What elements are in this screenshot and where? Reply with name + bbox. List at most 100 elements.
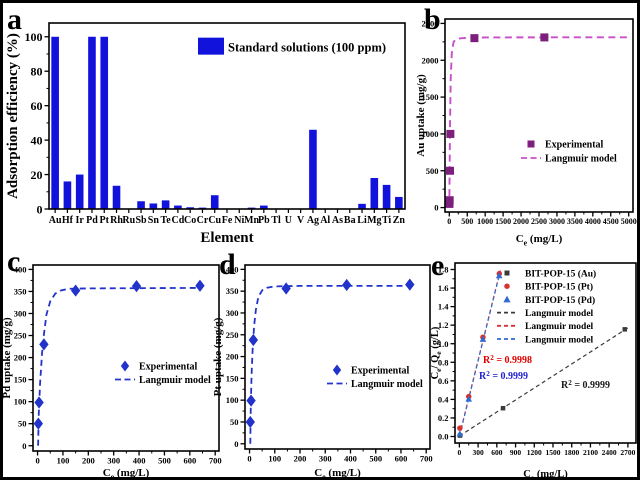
- svg-text:1500: 1500: [495, 217, 511, 226]
- chart-c: 0 50 100 150 200 250 300 350 400 0 100 200 300 400 500…: [3, 264, 222, 480]
- svg-text:300: 300: [14, 309, 27, 319]
- panel-label-b: b: [424, 3, 441, 36]
- svg-text:2700: 2700: [620, 448, 635, 457]
- svg-text:200: 200: [82, 456, 95, 466]
- svg-text:5000: 5000: [621, 217, 637, 226]
- svg-text:Ce/ Qe (g/L): Ce/ Qe (g/L): [430, 326, 443, 379]
- svg-text:150: 150: [14, 375, 27, 385]
- svg-text:U: U: [285, 215, 292, 226]
- svg-text:Element: Element: [200, 230, 253, 246]
- svg-text:Langmuir model: Langmuir model: [525, 322, 594, 332]
- svg-text:0.6: 0.6: [438, 376, 449, 386]
- svg-text:400: 400: [226, 264, 239, 274]
- svg-text:150: 150: [226, 373, 239, 383]
- svg-text:Pt: Pt: [100, 215, 110, 226]
- svg-text:Langmuir model: Langmuir model: [139, 375, 211, 386]
- svg-text:Ru: Ru: [122, 215, 135, 226]
- svg-text:200: 200: [14, 353, 27, 363]
- svg-text:0: 0: [457, 448, 461, 457]
- svg-text:50: 50: [18, 419, 27, 429]
- svg-text:0.4: 0.4: [438, 394, 449, 404]
- svg-text:Ir: Ir: [76, 215, 85, 226]
- svg-text:R2 = 0.9998: R2 = 0.9998: [483, 354, 532, 366]
- svg-text:200: 200: [226, 352, 239, 362]
- svg-text:100: 100: [57, 456, 70, 466]
- svg-text:BIT-POP-15 (Au): BIT-POP-15 (Au): [525, 268, 596, 279]
- svg-text:100: 100: [268, 454, 281, 464]
- panel-label-a: a: [7, 3, 22, 36]
- svg-text:0.8: 0.8: [438, 357, 449, 367]
- panel-label-d: d: [219, 248, 236, 281]
- svg-text:Adsorption efficiency (%): Adsorption efficiency (%): [5, 33, 21, 199]
- svg-text:350: 350: [226, 286, 239, 296]
- svg-text:500: 500: [369, 454, 382, 464]
- svg-text:Co: Co: [184, 215, 196, 226]
- panel-label-e: e: [431, 249, 445, 282]
- svg-text:400: 400: [14, 264, 27, 274]
- svg-text:0: 0: [247, 454, 251, 464]
- svg-text:100: 100: [226, 395, 239, 405]
- svg-text:700: 700: [420, 454, 433, 464]
- svg-text:60: 60: [31, 99, 43, 113]
- svg-text:BIT-POP-15 (Pt): BIT-POP-15 (Pt): [525, 282, 593, 293]
- chart-a: 0 20 40 60 80 100 Au Hf Ir Pd Pt Rh Ru Sb Sn Te Cd Co Cr Cu…: [5, 22, 406, 246]
- chart-e: 0.0 0.2 0.4 0.6 0.8 1.0 1.2 1.4 1.6 1.8 0 300 600 900…: [430, 262, 637, 480]
- svg-text:Hf: Hf: [62, 215, 74, 226]
- svg-text:Cr: Cr: [197, 215, 209, 226]
- svg-text:Al: Al: [320, 215, 330, 226]
- svg-text:Te: Te: [161, 215, 172, 226]
- svg-text:900: 900: [510, 448, 522, 457]
- svg-text:500: 500: [158, 456, 171, 466]
- svg-text:100: 100: [14, 397, 27, 407]
- svg-text:1.0: 1.0: [438, 339, 449, 349]
- svg-text:Mn: Mn: [244, 215, 259, 226]
- svg-text:Pt uptake (mg/g): Pt uptake (mg/g): [212, 317, 224, 396]
- svg-text:Experimental: Experimental: [351, 366, 410, 377]
- svg-text:3000: 3000: [549, 217, 565, 226]
- chart-d: 0 50 100 150 200 250 300 350 400 0 100 200 300 400 500…: [212, 264, 433, 477]
- svg-text:2500: 2500: [422, 18, 439, 28]
- svg-text:Experimental: Experimental: [139, 362, 198, 373]
- svg-text:1.4: 1.4: [438, 302, 449, 312]
- svg-text:500: 500: [426, 166, 439, 176]
- svg-text:Fe: Fe: [222, 215, 233, 226]
- svg-text:Ce (mg/L): Ce (mg/L): [516, 233, 563, 247]
- svg-text:200: 200: [294, 454, 307, 464]
- svg-text:Ba: Ba: [344, 215, 356, 226]
- svg-text:0: 0: [447, 217, 451, 226]
- svg-text:BIT-POP-15 (Pd): BIT-POP-15 (Pd): [525, 295, 595, 306]
- svg-text:2500: 2500: [531, 217, 547, 226]
- svg-text:Ag: Ag: [307, 215, 319, 226]
- svg-text:300: 300: [472, 448, 484, 457]
- svg-text:Ce (mg/L): Ce (mg/L): [523, 469, 568, 480]
- svg-text:1.8: 1.8: [438, 265, 449, 275]
- panel-label-c: c: [7, 245, 21, 278]
- svg-text:400: 400: [133, 456, 146, 466]
- svg-text:40: 40: [31, 133, 43, 147]
- svg-text:Zn: Zn: [393, 215, 406, 226]
- svg-text:250: 250: [14, 331, 27, 341]
- svg-text:Pb: Pb: [258, 215, 270, 226]
- svg-text:250: 250: [226, 330, 239, 340]
- svg-text:Langmuir model: Langmuir model: [525, 309, 594, 319]
- svg-text:50: 50: [230, 417, 239, 427]
- svg-text:2400: 2400: [602, 448, 617, 457]
- svg-text:1000: 1000: [422, 129, 439, 139]
- svg-text:600: 600: [183, 456, 196, 466]
- svg-text:Cd: Cd: [171, 215, 184, 226]
- svg-text:20: 20: [31, 168, 43, 182]
- svg-text:0: 0: [37, 202, 43, 216]
- svg-text:Pd: Pd: [86, 215, 98, 226]
- svg-text:Experimental: Experimental: [545, 140, 604, 151]
- svg-text:100: 100: [25, 30, 43, 44]
- svg-text:1800: 1800: [564, 448, 579, 457]
- svg-text:4000: 4000: [585, 217, 601, 226]
- svg-text:V: V: [297, 215, 305, 226]
- svg-text:Rh: Rh: [110, 215, 123, 226]
- svg-text:400: 400: [344, 454, 357, 464]
- svg-text:1.2: 1.2: [438, 320, 449, 330]
- svg-text:2100: 2100: [583, 448, 598, 457]
- svg-text:Ce (mg/L): Ce (mg/L): [103, 467, 150, 480]
- svg-text:Sb: Sb: [136, 215, 148, 226]
